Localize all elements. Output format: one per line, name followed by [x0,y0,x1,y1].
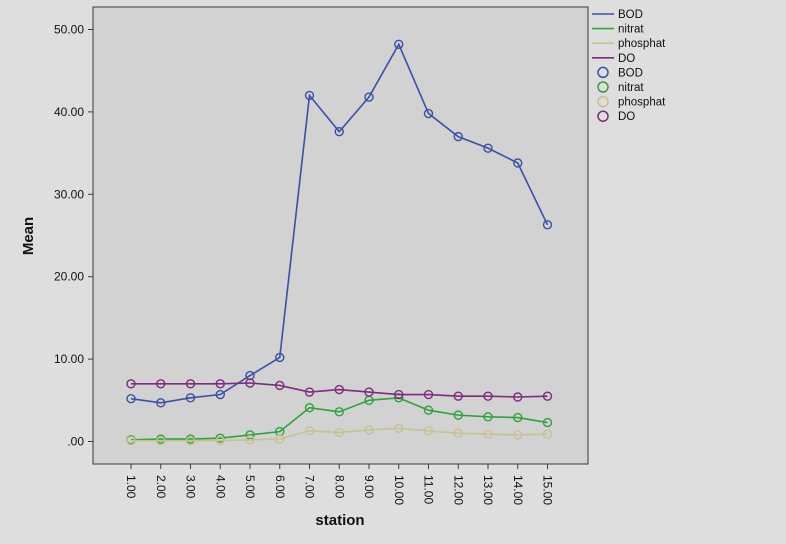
data-point-phosphat [215,435,225,446]
data-point-bod [423,108,434,119]
y-tick-label: 40.00 [54,105,84,119]
data-point-do [394,389,404,400]
data-point-do [334,384,344,395]
data-point-do [156,379,166,389]
data-point-nitrat [215,433,225,443]
x-tick-label: 4.00 [213,475,227,499]
x-tick-label: 13.00 [481,475,495,505]
data-point-do [185,379,196,389]
data-point-phosphat [334,427,344,438]
legend-marker-swatch [597,66,609,79]
series-line-bod [130,42,549,404]
x-tick-label: 9.00 [362,475,376,499]
data-point-phosphat [304,426,315,436]
data-point-nitrat [245,430,255,440]
data-point-bod [126,393,136,404]
data-point-do [275,380,285,391]
x-tick-label: 11.00 [422,475,436,504]
y-tick-label: 50.00 [54,23,84,37]
data-point-do [126,379,136,389]
x-tick-label: 15.00 [541,475,555,505]
data-point-bod [275,352,285,363]
data-point-phosphat [513,430,523,440]
x-tick-label: 3.00 [184,475,198,499]
data-point-phosphat [126,435,136,446]
data-point-nitrat [483,412,493,422]
data-point-bod [364,92,374,102]
legend-line-label: BOD [618,9,643,21]
data-point-do [513,392,523,402]
data-point-nitrat [423,405,434,415]
legend-line-label: nitrat [618,24,644,36]
data-point-bod [542,220,553,230]
series-line-phosphat [131,427,548,442]
legend-marker-swatch [597,81,609,93]
legend-marker-label: BOD [618,67,643,79]
y-axis-title: Mean [20,217,37,255]
data-point-bod [394,39,404,50]
data-point-nitrat [304,403,315,413]
legend-marker-label: nitrat [618,82,644,94]
data-point-phosphat [394,423,404,434]
data-point-phosphat [275,434,285,444]
legend: BOD nitrat phosphat DO BOD nitrat phosphat DO [592,9,666,123]
x-tick-label: 8.00 [332,475,346,499]
data-point-bod [483,143,493,153]
y-tick-label: 20.00 [54,270,84,284]
data-point-do [215,379,225,389]
data-point-phosphat [185,435,196,446]
series-line-do [131,382,548,398]
y-tick-label: .00 [67,435,84,449]
data-point-phosphat [542,429,553,439]
x-tick-label: 12.00 [451,475,465,505]
x-axis: 1.00 2.00 3.00 4.00 5.00 6.00 7.00 8.00 9.00 10.0… [124,464,555,505]
x-tick-label: 14.00 [511,475,525,505]
series-layer [126,39,553,446]
x-tick-label: 1.00 [124,475,138,499]
data-point-nitrat [453,410,463,420]
data-point-bod [304,90,315,101]
x-tick-label: 10.00 [392,475,406,505]
data-point-phosphat [364,425,374,435]
data-point-do [423,389,434,400]
y-tick-label: 30.00 [54,187,84,201]
y-tick-label: 10.00 [54,352,84,366]
y-axis: .00 10.00 20.00 30.00 40.00 50.00 [54,23,93,449]
x-tick-label: 2.00 [154,475,168,499]
data-point-nitrat [542,417,553,428]
data-point-bod [156,398,166,408]
data-point-bod [334,126,344,137]
data-point-do [304,387,315,397]
data-point-phosphat [483,429,493,439]
data-point-phosphat [423,426,434,436]
data-point-bod [185,393,196,403]
legend-line-label: DO [618,53,635,65]
data-point-bod [215,389,225,400]
data-point-phosphat [453,428,463,438]
data-point-do [542,391,553,401]
plot-area [92,6,589,465]
data-point-do [364,387,374,397]
data-point-phosphat [156,435,166,446]
x-axis-title: station [315,512,364,529]
data-point-bod [513,158,523,168]
data-point-phosphat [245,435,255,445]
legend-line-label: phosphat [618,38,666,50]
series-line-nitrat [130,397,548,441]
legend-marker-swatch [597,110,609,122]
data-point-bod [453,131,463,142]
data-point-nitrat [334,407,344,417]
x-tick-label: 6.00 [273,475,287,499]
data-point-do [245,378,255,388]
legend-marker-swatch [597,95,609,108]
legend-marker-label: DO [618,111,635,123]
x-tick-label: 7.00 [303,475,317,499]
data-point-nitrat [513,412,523,423]
data-point-do [483,391,493,401]
x-tick-label: 5.00 [243,475,257,499]
legend-marker-label: phosphat [618,97,666,109]
data-point-do [453,391,463,401]
